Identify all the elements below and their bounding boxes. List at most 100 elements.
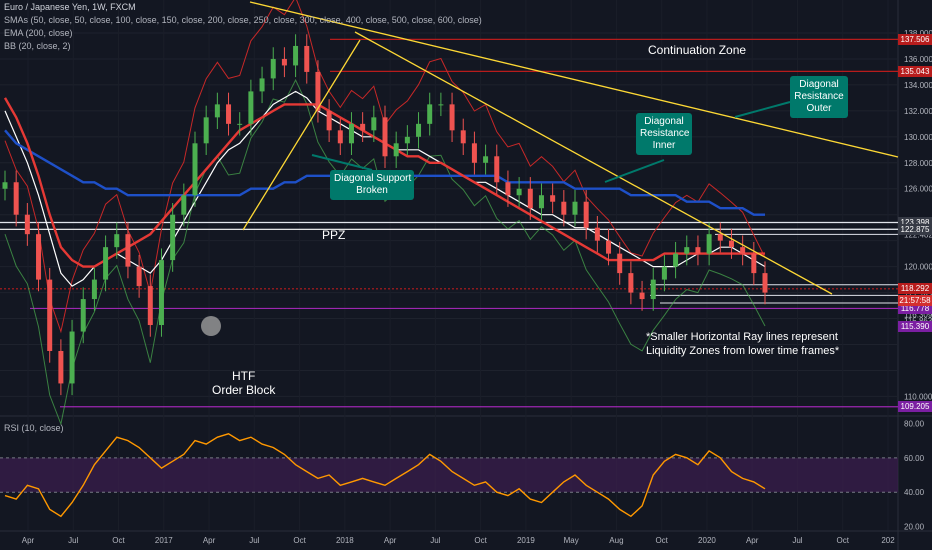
candle-body	[270, 58, 276, 79]
rsi-tick-label: 20.00	[904, 523, 925, 532]
callout-diagonal-resistance-inner[interactable]: Diagonal Resistance Inner	[636, 113, 692, 155]
candle-body	[203, 117, 209, 144]
candle-body	[684, 247, 690, 254]
annotation-smaller-rays-note: *Smaller Horizontal Ray lines represent …	[646, 331, 840, 357]
time-tick-label: Jul	[249, 536, 259, 545]
candle-body	[740, 247, 746, 254]
price-tick-label: 122.482	[904, 230, 932, 239]
candle-body	[360, 123, 366, 131]
candle-body	[717, 234, 723, 241]
candle-body	[24, 214, 30, 235]
annotation-ppz: PPZ	[322, 228, 346, 242]
time-tick-label: Oct	[655, 536, 668, 545]
candle-body	[326, 110, 332, 131]
time-tick-label: Apr	[22, 536, 35, 545]
time-tick-label: Apr	[384, 536, 397, 545]
legend-bb: BB (20, close, 2)	[4, 41, 71, 51]
price-tick-label: 126.000	[904, 185, 932, 194]
candle-body	[103, 247, 109, 280]
candle-body	[136, 266, 142, 287]
callout-pointer	[311, 154, 373, 171]
rsi-tick-label: 80.00	[904, 419, 925, 428]
time-tick-label: 2020	[698, 536, 716, 545]
candle-body	[460, 130, 466, 144]
candle-body	[181, 195, 187, 215]
time-tick-label: Oct	[837, 536, 850, 545]
trendline-diagonal-resistance-inner	[354, 31, 833, 295]
price-tick-label: 128.000	[904, 159, 932, 168]
price-level-tag: 122.875	[898, 223, 932, 235]
candle-body	[226, 104, 232, 124]
candle-body	[337, 130, 343, 144]
candle-body	[762, 273, 768, 293]
countdown-tag: 21:57:58	[898, 294, 932, 306]
legend-sma: SMAs (50, close, 50, close, 100, close, …	[4, 15, 482, 25]
candle-body	[304, 45, 310, 72]
rsi-tick-label: 60.00	[904, 454, 925, 463]
price-tick-label: 115.863	[904, 316, 932, 325]
candle-body	[561, 201, 567, 215]
bb-lower-line	[4, 78, 766, 426]
candle-body	[315, 71, 321, 111]
time-tick-label: Apr	[203, 536, 216, 545]
callout-pointer	[604, 159, 665, 183]
candle-body	[259, 78, 265, 92]
candle-body	[13, 182, 19, 215]
time-tick-label: Apr	[746, 536, 759, 545]
callout-diagonal-support-broken[interactable]: Diagonal Support Broken	[330, 170, 414, 200]
rsi-line	[4, 433, 766, 518]
rsi-band	[0, 457, 898, 493]
callout-diagonal-resistance-outer[interactable]: Diagonal Resistance Outer	[790, 76, 848, 118]
price-tick-label: 116.309	[904, 311, 932, 320]
candle-body	[427, 104, 433, 124]
callout-pointer	[734, 101, 791, 118]
time-tick-label: Jul	[68, 536, 78, 545]
candle-body	[483, 156, 489, 163]
candle-body	[404, 136, 410, 144]
price-tick-label: 132.000	[904, 107, 932, 116]
candle-body	[125, 234, 131, 267]
candle-body	[47, 279, 53, 351]
candle-body	[348, 123, 354, 144]
candle-body	[170, 214, 176, 261]
price-level-tag: 116.778	[898, 302, 932, 314]
candle-body	[583, 201, 589, 228]
price-tick-label: 130.000	[904, 133, 932, 142]
candle-body	[69, 331, 75, 384]
candle-body	[91, 279, 97, 300]
candle-body	[594, 227, 600, 241]
candle-body	[751, 253, 757, 274]
candle-body	[416, 123, 422, 137]
candle-body	[192, 143, 198, 196]
legend-rsi: RSI (10, close)	[4, 423, 64, 433]
candle-body	[572, 201, 578, 215]
time-tick-label: Oct	[112, 536, 125, 545]
candle-body	[527, 188, 533, 209]
price-level-tag: 135.043	[898, 65, 932, 77]
price-level-tag: 123.398	[898, 217, 932, 229]
candle-body	[114, 234, 120, 248]
price-level-tag: 115.390	[898, 320, 932, 332]
candle-body	[36, 234, 42, 280]
candle-body	[393, 143, 399, 157]
candle-body	[471, 143, 477, 163]
time-tick-label: Oct	[474, 536, 487, 545]
candle-body	[237, 123, 243, 125]
candle-body	[661, 266, 667, 280]
candle-body	[639, 292, 645, 300]
price-tick-label: 110.000	[904, 392, 932, 401]
candle-body	[158, 260, 164, 326]
time-tick-label: May	[564, 536, 579, 545]
candle-body	[650, 279, 656, 300]
time-tick-label: Jul	[792, 536, 802, 545]
candle-body	[695, 247, 701, 254]
time-tick-label: Aug	[609, 536, 623, 545]
trendline-diagonal-support-broken	[242, 39, 361, 231]
candle-body	[706, 234, 712, 254]
price-tick-label: 134.000	[904, 81, 932, 90]
candle-body	[382, 117, 388, 157]
highlight-circle	[201, 316, 221, 336]
candle-body	[673, 253, 679, 267]
